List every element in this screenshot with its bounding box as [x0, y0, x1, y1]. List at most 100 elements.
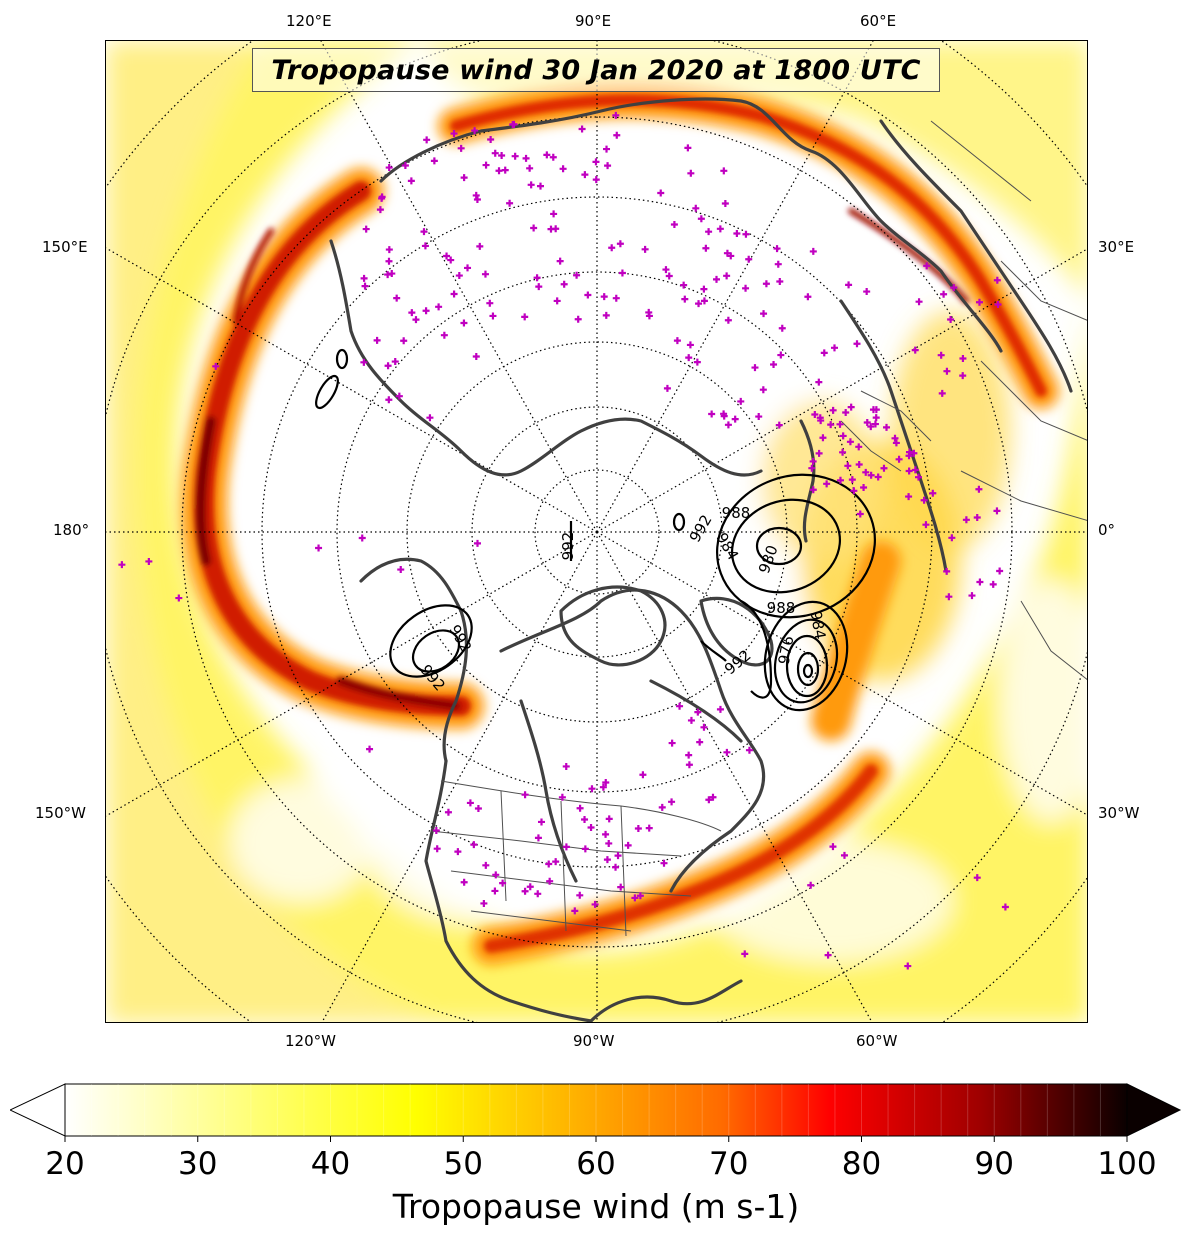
- station-marker: [777, 351, 785, 359]
- map-panel: 992 988 984 980 988 992 992 984 976 992 …: [105, 40, 1088, 1023]
- station-marker: [663, 384, 671, 392]
- colorbar-tick-label: 60: [576, 1146, 616, 1182]
- station-marker: [911, 346, 919, 354]
- pressure-contours: [315, 348, 876, 712]
- station-marker: [433, 845, 441, 853]
- station-marker: [973, 513, 981, 521]
- station-marker: [867, 423, 875, 431]
- station-marker: [962, 516, 970, 524]
- station-marker: [550, 210, 558, 218]
- station-marker: [742, 284, 750, 292]
- map-title-box: Tropopause wind 30 Jan 2020 at 1800 UTC: [252, 48, 940, 92]
- station-marker: [693, 358, 701, 366]
- coastlines: [329, 97, 1073, 1022]
- station-marker: [506, 199, 514, 207]
- lon-label-bottom: 120°W: [285, 1032, 336, 1050]
- station-marker: [549, 153, 557, 161]
- station-marker: [676, 702, 684, 710]
- station-marker: [460, 174, 468, 182]
- station-marker: [1001, 903, 1009, 911]
- station-marker: [602, 778, 610, 786]
- station-marker: [665, 272, 673, 280]
- station-marker: [315, 544, 323, 552]
- station-marker: [959, 354, 967, 362]
- station-marker: [839, 448, 847, 456]
- station-marker: [591, 900, 599, 908]
- lon-label-right: 0°: [1098, 521, 1116, 539]
- station-marker: [948, 534, 956, 542]
- station-marker: [604, 162, 612, 170]
- station-marker: [603, 145, 611, 153]
- station-marker: [360, 358, 368, 366]
- station-marker: [435, 303, 443, 311]
- colorbar-tick-label: 100: [1097, 1146, 1157, 1182]
- lon-label-top: 60°E: [860, 12, 897, 30]
- station-marker: [613, 131, 621, 139]
- station-marker: [366, 745, 374, 753]
- station-marker: [658, 803, 666, 811]
- station-marker: [384, 271, 392, 279]
- station-marker: [860, 483, 868, 491]
- station-marker: [376, 206, 384, 214]
- colorbar-tick-label: 30: [178, 1146, 218, 1182]
- station-marker: [993, 276, 1001, 284]
- station-marker: [645, 312, 653, 320]
- station-marker: [950, 284, 958, 292]
- station-marker: [662, 266, 670, 274]
- station-marker: [778, 324, 786, 332]
- station-marker: [470, 841, 478, 849]
- station-marker: [358, 534, 366, 542]
- station-marker: [535, 283, 543, 291]
- station-marker: [855, 443, 863, 451]
- station-marker: [976, 578, 984, 586]
- station-marker: [742, 230, 750, 238]
- station-marker: [588, 785, 596, 793]
- station-marker: [911, 466, 919, 474]
- station-marker: [904, 962, 912, 970]
- station-marker: [863, 418, 871, 426]
- station-marker: [492, 871, 500, 879]
- station-marker: [685, 761, 693, 769]
- station-marker: [773, 245, 781, 253]
- station-marker: [634, 824, 642, 832]
- station-marker: [973, 874, 981, 882]
- station-marker: [560, 280, 568, 288]
- station-marker: [602, 830, 610, 838]
- station-marker: [530, 224, 538, 232]
- station-marker: [432, 826, 440, 834]
- station-marker: [460, 319, 468, 327]
- station-marker: [741, 950, 749, 958]
- station-marker: [495, 167, 503, 175]
- station-marker: [694, 708, 702, 716]
- station-marker: [543, 151, 551, 159]
- station-marker: [547, 225, 555, 233]
- station-marker: [716, 705, 724, 713]
- station-marker: [616, 240, 624, 248]
- station-marker: [499, 879, 507, 887]
- station-marker: [700, 297, 708, 305]
- station-marker: [657, 189, 665, 197]
- station-marker: [614, 852, 622, 860]
- station-marker: [668, 739, 676, 747]
- station-marker: [823, 480, 831, 488]
- station-marker: [360, 274, 368, 282]
- station-marker: [755, 413, 763, 421]
- station-marker: [937, 351, 945, 359]
- station-markers: [118, 111, 1009, 970]
- station-marker: [922, 521, 930, 529]
- station-marker: [867, 471, 875, 479]
- station-marker: [820, 349, 828, 357]
- station-marker: [686, 341, 694, 349]
- station-marker: [175, 594, 183, 602]
- lon-label-left: 180°: [53, 521, 90, 539]
- station-marker: [145, 557, 153, 565]
- station-marker: [697, 215, 705, 223]
- colorbar-tick-marks: [64, 1136, 1128, 1142]
- station-marker: [624, 841, 632, 849]
- station-marker: [700, 285, 708, 293]
- station-marker: [680, 281, 688, 289]
- station-marker: [775, 421, 783, 429]
- station-marker: [975, 485, 983, 493]
- colorbar-tick-label: 70: [709, 1146, 749, 1182]
- station-marker: [562, 762, 570, 770]
